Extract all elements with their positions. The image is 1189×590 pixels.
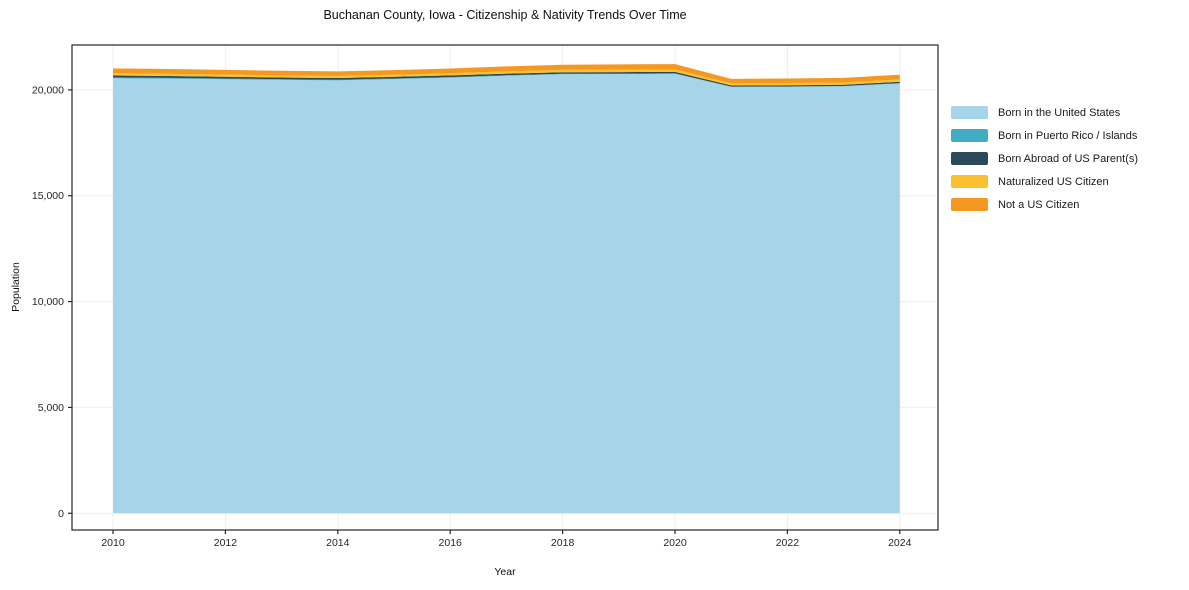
- legend-item-label: Born in Puerto Rico / Islands: [998, 129, 1138, 142]
- legend-item-label: Born in the United States: [998, 106, 1121, 119]
- y-tick-label: 15,000: [32, 190, 64, 202]
- area-series-0: [113, 73, 900, 514]
- x-tick-label: 2024: [888, 537, 912, 549]
- legend-item: Born in the United States: [951, 101, 1138, 124]
- legend-swatch: [951, 152, 988, 165]
- x-tick-label: 2016: [439, 537, 463, 549]
- legend-item-label: Not a US Citizen: [998, 198, 1080, 211]
- area-series-4: [113, 64, 900, 84]
- legend-item: Naturalized US Citizen: [951, 170, 1138, 193]
- legend-item: Not a US Citizen: [951, 193, 1138, 216]
- y-axis-label: Population: [10, 262, 22, 312]
- x-axis-label: Year: [494, 566, 516, 578]
- x-tick-label: 2012: [214, 537, 238, 549]
- chart-title: Buchanan County, Iowa - Citizenship & Na…: [323, 8, 687, 22]
- area-series-2: [113, 71, 900, 87]
- x-tick-label: 2022: [776, 537, 800, 549]
- legend-swatch: [951, 129, 988, 142]
- y-tick-label: 10,000: [32, 296, 64, 308]
- y-tick-label: 5,000: [38, 402, 64, 414]
- y-tick-label: 0: [58, 508, 64, 520]
- legend-swatch: [951, 198, 988, 211]
- x-tick-label: 2018: [551, 537, 575, 549]
- x-tick-label: 2020: [663, 537, 687, 549]
- plot-frame: [71, 44, 939, 531]
- legend-item: Born in Puerto Rico / Islands: [951, 124, 1138, 147]
- x-tick-label: 2014: [326, 537, 350, 549]
- legend-item-label: Born Abroad of US Parent(s): [998, 152, 1139, 165]
- legend-swatch: [951, 175, 988, 188]
- area-series-3: [113, 69, 900, 86]
- legend-item: Born Abroad of US Parent(s): [951, 147, 1138, 170]
- y-tick-label: 20,000: [32, 84, 64, 96]
- legend-swatch: [951, 106, 988, 119]
- x-tick-label: 2010: [101, 537, 125, 549]
- legend: Born in the United States Born in Puerto …: [951, 101, 1138, 216]
- legend-item-label: Naturalized US Citizen: [998, 175, 1109, 188]
